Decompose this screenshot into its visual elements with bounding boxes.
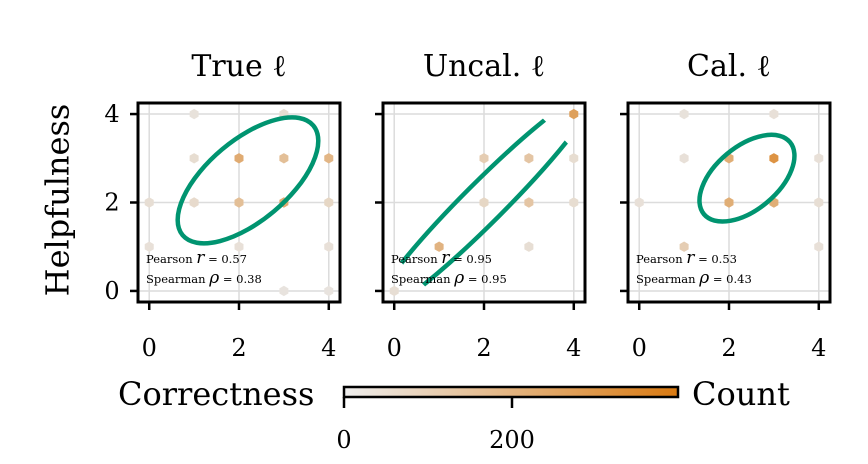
pearson-stat: Pearson r = 0.95 <box>391 248 492 268</box>
hex-bin <box>569 197 579 208</box>
hex-bin <box>679 108 689 120</box>
hex-bin <box>234 153 244 164</box>
hex-bin <box>234 241 244 252</box>
hex-bin <box>569 108 579 120</box>
hex-bin <box>279 285 289 297</box>
y-tick-label: 4 <box>104 100 119 128</box>
hex-bin <box>189 153 199 164</box>
hex-bin <box>324 197 334 208</box>
x-tick-label: 4 <box>321 334 336 362</box>
x-tick-label: 4 <box>811 334 826 362</box>
hex-bin <box>524 241 534 252</box>
pearson-stat: Pearson r = 0.53 <box>636 248 737 268</box>
hex-bin <box>324 153 334 164</box>
colorbar-tick-label-0: 0 <box>336 426 351 454</box>
panel-title: True ℓ <box>191 49 286 84</box>
hex-bin <box>434 241 444 252</box>
hex-bin <box>234 197 244 208</box>
hex-bin <box>389 285 399 297</box>
pearson-stat: Pearson r = 0.57 <box>146 248 247 268</box>
hexbin-layer <box>634 108 824 252</box>
hex-bin <box>189 108 199 120</box>
spearman-stat: Spearman ρ = 0.43 <box>636 268 752 288</box>
hex-bin <box>814 241 824 252</box>
hex-bin <box>769 153 779 164</box>
hex-bin <box>679 241 689 252</box>
hex-bin <box>479 197 489 208</box>
hexbin-layer <box>144 108 334 297</box>
hex-bin <box>524 153 534 164</box>
y-tick-label: 0 <box>104 277 119 305</box>
x-tick-label: 0 <box>142 334 157 362</box>
colorbar-tick-label-200: 200 <box>489 426 535 454</box>
hex-bin <box>814 197 824 208</box>
x-axis-label: Correctness <box>118 375 314 413</box>
hex-bin <box>324 285 334 297</box>
hex-bin <box>569 153 579 164</box>
x-tick-label: 4 <box>566 334 581 362</box>
colorbar-gradient <box>342 385 680 399</box>
panel-title: Uncal. ℓ <box>423 49 545 84</box>
hex-bin <box>279 153 289 164</box>
hex-bin <box>724 197 734 208</box>
hex-bin <box>679 153 689 164</box>
hex-bin <box>814 153 824 164</box>
x-tick-label: 2 <box>721 334 736 362</box>
hex-bin <box>769 108 779 120</box>
hex-bin <box>144 197 154 208</box>
hex-bin <box>634 197 644 208</box>
y-tick-label: 2 <box>104 189 119 217</box>
panel-title: Cal. ℓ <box>687 49 771 84</box>
x-tick-label: 0 <box>632 334 647 362</box>
hexbin-layer <box>389 108 579 297</box>
confidence-ellipse <box>697 132 797 224</box>
hex-bin <box>144 241 154 252</box>
hex-bin <box>324 241 334 252</box>
x-tick-label: 2 <box>476 334 491 362</box>
colorbar-label: Count <box>692 375 790 413</box>
x-tick-label: 2 <box>231 334 246 362</box>
hex-bin <box>189 197 199 208</box>
spearman-stat: Spearman ρ = 0.95 <box>391 268 507 288</box>
x-tick-label: 0 <box>387 334 402 362</box>
hex-bin <box>524 197 534 208</box>
hex-bin <box>479 153 489 164</box>
y-axis-label: Helpfulness <box>39 104 77 297</box>
spearman-stat: Spearman ρ = 0.38 <box>146 268 262 288</box>
colorbar: 0 200 Count <box>336 375 790 454</box>
confidence-ellipse <box>175 115 321 246</box>
